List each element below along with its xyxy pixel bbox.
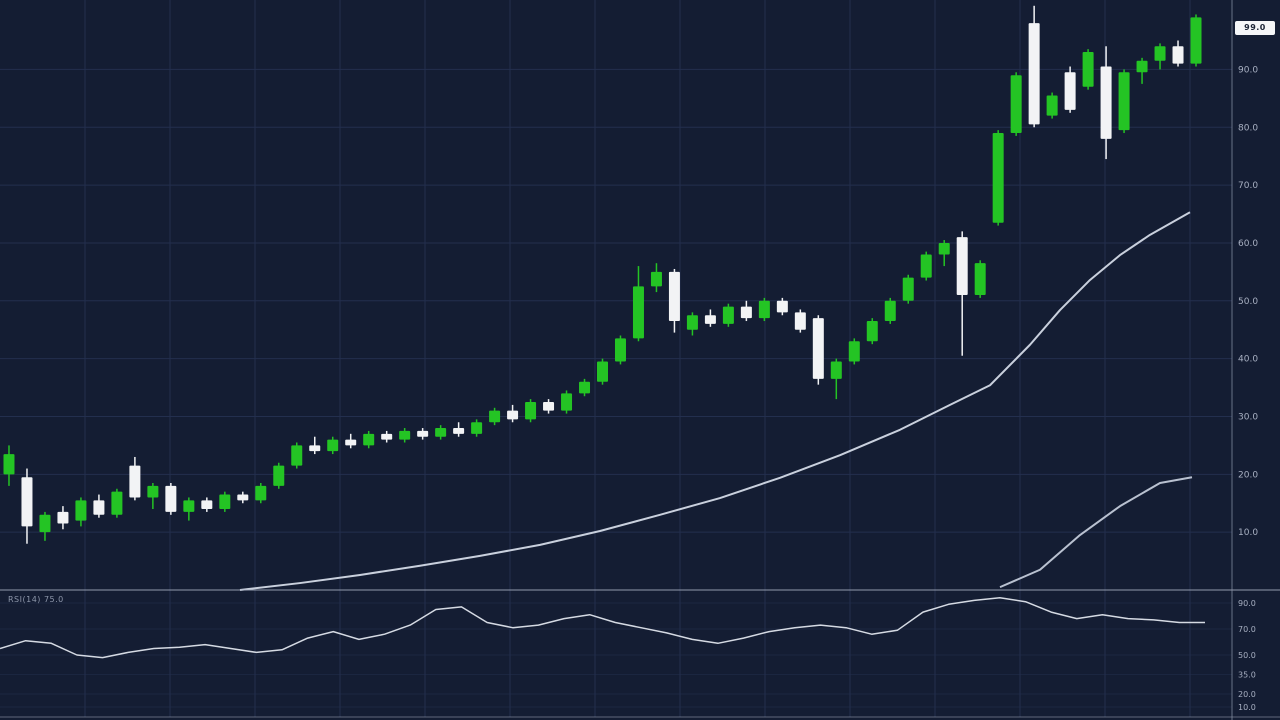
svg-text:70.0: 70.0 xyxy=(1238,181,1258,191)
last-price-badge: 99.0 xyxy=(1235,21,1275,35)
svg-text:10.0: 10.0 xyxy=(1238,528,1258,538)
candles-group xyxy=(3,5,1202,544)
indicator-line xyxy=(0,597,1205,659)
svg-text:60.0: 60.0 xyxy=(1238,239,1258,249)
moving-average-line xyxy=(239,211,1191,591)
svg-text:70.0: 70.0 xyxy=(1238,625,1256,634)
svg-text:90.0: 90.0 xyxy=(1238,599,1256,608)
secondary-moving-average-line xyxy=(999,476,1193,589)
svg-text:90.0: 90.0 xyxy=(1238,65,1258,75)
svg-text:20.0: 20.0 xyxy=(1238,470,1258,480)
svg-text:40.0: 40.0 xyxy=(1238,355,1258,365)
price-axis-labels: 90.0 80.0 70.0 60.0 50.0 40.0 30.0 20.0 10.0 xyxy=(1238,65,1258,538)
svg-text:50.0: 50.0 xyxy=(1238,651,1256,660)
svg-text:30.0: 30.0 xyxy=(1238,412,1258,422)
panel-separator xyxy=(0,589,1280,718)
svg-text:50.0: 50.0 xyxy=(1238,297,1258,307)
svg-text:20.0: 20.0 xyxy=(1238,690,1256,699)
svg-text:10.0: 10.0 xyxy=(1238,703,1256,712)
svg-text:35.0: 35.0 xyxy=(1238,671,1256,680)
lower-axis-labels: 90.0 70.0 50.0 35.0 20.0 10.0 xyxy=(1238,599,1256,712)
indicator-label[interactable]: RSI(14) 75.0 xyxy=(8,595,64,604)
svg-text:80.0: 80.0 xyxy=(1238,123,1258,133)
